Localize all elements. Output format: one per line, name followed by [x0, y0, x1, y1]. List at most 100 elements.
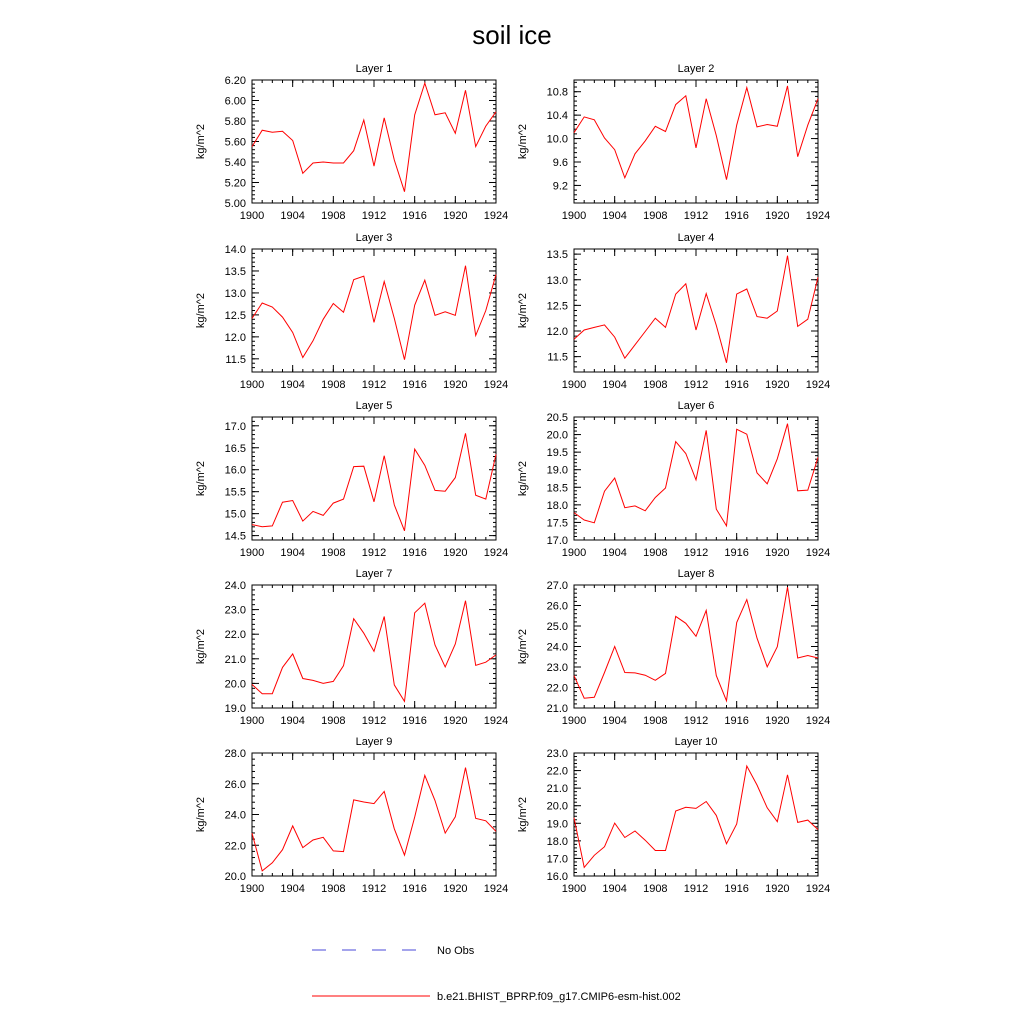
- y-tick-label: 23.0: [547, 748, 568, 760]
- panel-title: Layer 8: [678, 568, 715, 580]
- x-tick-label: 1900: [240, 379, 264, 391]
- series-line: [573, 587, 819, 703]
- y-tick-label: 10.0: [547, 134, 568, 146]
- y-tick-label: 11.5: [225, 354, 246, 366]
- series-line: [573, 255, 819, 363]
- x-tick-label: 1924: [806, 715, 830, 727]
- y-tick-label: 22.0: [225, 840, 246, 852]
- x-tick-label: 1900: [562, 210, 586, 222]
- x-tick-label: 1908: [321, 210, 345, 222]
- y-tick-label: 27.0: [547, 580, 568, 592]
- x-tick-label: 1904: [280, 210, 304, 222]
- y-tick-label: 16.0: [547, 871, 568, 883]
- x-tick-label: 1904: [602, 379, 626, 391]
- x-tick-label: 1920: [765, 547, 789, 559]
- y-tick-label: 24.0: [547, 642, 568, 654]
- x-tick-label: 1900: [240, 715, 264, 727]
- panel-title: Layer 4: [678, 232, 715, 244]
- y-tick-label: 17.0: [547, 535, 568, 547]
- y-tick-label: 13.5: [225, 266, 246, 278]
- x-tick-label: 1900: [240, 210, 264, 222]
- panel-title: Layer 2: [678, 63, 715, 75]
- y-tick-label: 13.5: [547, 249, 568, 261]
- x-tick-label: 1920: [765, 883, 789, 895]
- x-tick-label: 1912: [362, 210, 386, 222]
- x-tick-label: 1900: [240, 547, 264, 559]
- x-tick-label: 1908: [643, 547, 667, 559]
- panel-layer-1: Layer 1 kg/m^2 1900 1904 1908 1912 1916 1920 192…: [195, 63, 508, 222]
- y-tick-label: 18.0: [547, 836, 568, 848]
- x-tick-label: 1912: [362, 883, 386, 895]
- y-tick-label: 19.0: [547, 818, 568, 830]
- series-line: [573, 85, 819, 180]
- x-tick-label: 1920: [765, 210, 789, 222]
- x-tick-label: 1924: [806, 547, 830, 559]
- x-tick-label: 1920: [443, 210, 467, 222]
- panel-grid: Layer 1 kg/m^2 1900 1904 1908 1912 1916 1920 192…: [195, 63, 830, 895]
- x-tick-label: 1900: [240, 883, 264, 895]
- panel-title: Layer 7: [356, 568, 393, 580]
- x-tick-label: 1916: [724, 547, 748, 559]
- panel-title: Layer 5: [356, 400, 393, 412]
- x-tick-label: 1916: [402, 379, 426, 391]
- x-tick-label: 1912: [362, 379, 386, 391]
- y-tick-label: 14.5: [225, 531, 246, 543]
- x-tick-label: 1908: [643, 379, 667, 391]
- y-tick-label: 26.0: [547, 601, 568, 613]
- x-tick-label: 1924: [484, 547, 508, 559]
- x-tick-label: 1912: [684, 547, 708, 559]
- series-line: [251, 433, 497, 531]
- y-tick-label: 22.0: [225, 629, 246, 641]
- panel-layer-9: Layer 9 kg/m^2 1900 1904 1908 1912 1916 1920 192…: [195, 736, 508, 895]
- y-tick-label: 16.5: [225, 443, 246, 455]
- x-tick-label: 1904: [280, 883, 304, 895]
- y-axis-label: kg/m^2: [517, 797, 529, 832]
- x-tick-label: 1924: [806, 210, 830, 222]
- panel-title: Layer 9: [356, 736, 393, 748]
- panel-layer-10: Layer 10 kg/m^2 1900 1904 1908 1912 1916 1920 19…: [517, 736, 830, 895]
- y-tick-label: 10.8: [547, 87, 568, 99]
- y-tick-label: 5.80: [225, 116, 246, 128]
- x-tick-label: 1924: [806, 379, 830, 391]
- x-tick-label: 1920: [765, 715, 789, 727]
- y-axis-label: kg/m^2: [517, 629, 529, 664]
- x-tick-label: 1904: [280, 547, 304, 559]
- x-tick-label: 1924: [484, 715, 508, 727]
- plot-frame: [251, 416, 497, 541]
- legend-model-label: b.e21.BHIST_BPRP.f09_g17.CMIP6-esm-hist.…: [437, 991, 681, 1003]
- series-line: [573, 764, 819, 869]
- series-line: [251, 767, 497, 872]
- x-tick-label: 1920: [765, 379, 789, 391]
- y-tick-label: 24.0: [225, 810, 246, 822]
- y-tick-label: 24.0: [225, 580, 246, 592]
- x-tick-label: 1900: [562, 883, 586, 895]
- series-line: [251, 81, 497, 192]
- panel-title: Layer 6: [678, 400, 715, 412]
- y-tick-label: 9.2: [553, 180, 568, 192]
- x-tick-label: 1920: [443, 883, 467, 895]
- y-tick-label: 10.4: [547, 110, 568, 122]
- x-tick-label: 1908: [643, 715, 667, 727]
- series-line: [573, 423, 819, 528]
- plot-frame: [251, 752, 497, 877]
- x-tick-label: 1912: [684, 210, 708, 222]
- x-tick-label: 1924: [484, 210, 508, 222]
- panel-title: Layer 1: [356, 63, 393, 75]
- y-tick-label: 14.0: [225, 244, 246, 256]
- y-axis-label: kg/m^2: [195, 629, 207, 664]
- x-tick-label: 1924: [484, 379, 508, 391]
- y-axis-label: kg/m^2: [517, 293, 529, 328]
- x-tick-label: 1912: [684, 379, 708, 391]
- x-tick-label: 1916: [402, 715, 426, 727]
- y-tick-label: 19.5: [547, 447, 568, 459]
- y-tick-label: 23.0: [547, 662, 568, 674]
- x-tick-label: 1920: [443, 715, 467, 727]
- y-tick-label: 26.0: [225, 779, 246, 791]
- y-tick-label: 12.5: [225, 310, 246, 322]
- x-tick-label: 1920: [443, 547, 467, 559]
- y-tick-label: 6.20: [225, 75, 246, 87]
- y-tick-label: 6.00: [225, 96, 246, 108]
- plot-frame: [251, 248, 497, 373]
- x-tick-label: 1908: [321, 883, 345, 895]
